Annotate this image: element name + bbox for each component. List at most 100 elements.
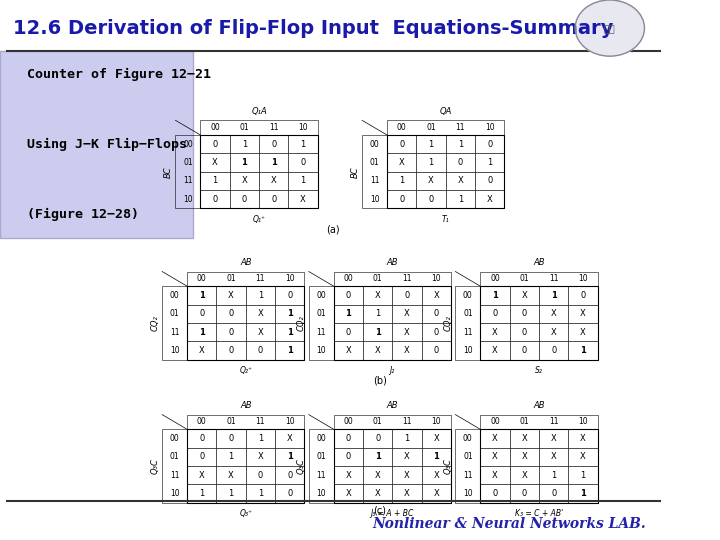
Bar: [387, 172, 416, 190]
Text: X: X: [404, 328, 410, 336]
Text: 0: 0: [487, 177, 492, 185]
Bar: [539, 323, 568, 341]
Text: 0: 0: [399, 140, 405, 149]
Text: CQ₂: CQ₂: [444, 315, 453, 331]
Text: Q₁⁺: Q₁⁺: [253, 215, 266, 224]
Text: 1: 1: [580, 489, 586, 498]
Bar: [363, 448, 392, 466]
Text: X: X: [433, 291, 439, 300]
Bar: [333, 448, 363, 466]
Bar: [455, 286, 480, 360]
Text: X: X: [551, 309, 557, 318]
Text: (b): (b): [373, 376, 387, 386]
Bar: [422, 341, 451, 360]
Text: 0: 0: [522, 328, 527, 336]
Text: AB: AB: [387, 258, 398, 267]
Bar: [446, 135, 475, 153]
Text: X: X: [521, 471, 527, 480]
Bar: [333, 286, 363, 305]
Text: X: X: [404, 471, 410, 480]
Bar: [480, 415, 598, 429]
Text: (c): (c): [374, 505, 387, 515]
Bar: [446, 153, 475, 172]
Text: 0: 0: [212, 140, 217, 149]
Text: X: X: [551, 453, 557, 461]
Text: X: X: [404, 453, 410, 461]
Bar: [480, 341, 510, 360]
Bar: [200, 120, 318, 135]
Bar: [246, 466, 275, 484]
Text: 00: 00: [343, 274, 354, 284]
Text: AB: AB: [534, 401, 545, 410]
Text: 01: 01: [520, 274, 529, 284]
Bar: [333, 323, 363, 341]
Text: 0: 0: [492, 309, 498, 318]
Text: 01: 01: [170, 309, 179, 318]
Text: X: X: [580, 328, 586, 336]
Text: X: X: [428, 177, 434, 185]
Text: 1: 1: [300, 177, 306, 185]
Text: X: X: [375, 471, 381, 480]
Text: 0: 0: [271, 140, 276, 149]
Text: 00: 00: [463, 291, 473, 300]
Text: 00: 00: [343, 417, 354, 427]
Text: 00: 00: [170, 434, 179, 443]
Text: X: X: [492, 434, 498, 443]
Text: X: X: [199, 346, 204, 355]
Text: 0: 0: [346, 453, 351, 461]
Text: 00: 00: [397, 123, 407, 132]
Text: 11: 11: [456, 123, 465, 132]
Text: 1: 1: [242, 140, 247, 149]
Text: X: X: [287, 434, 292, 443]
Bar: [289, 190, 318, 208]
Bar: [230, 153, 259, 172]
Text: 0: 0: [258, 471, 263, 480]
Text: 0: 0: [522, 309, 527, 318]
Text: 0: 0: [287, 291, 292, 300]
Text: 0: 0: [242, 195, 247, 204]
Text: 01: 01: [240, 123, 249, 132]
Bar: [392, 466, 422, 484]
Bar: [259, 153, 289, 172]
Bar: [568, 286, 598, 305]
Bar: [510, 429, 539, 448]
Bar: [200, 190, 230, 208]
Bar: [510, 484, 539, 503]
Text: (Figure 12−28): (Figure 12−28): [27, 208, 139, 221]
Bar: [568, 448, 598, 466]
Bar: [200, 172, 230, 190]
Bar: [480, 466, 510, 484]
Bar: [187, 305, 217, 323]
Text: 0: 0: [212, 195, 217, 204]
Text: X: X: [404, 489, 410, 498]
Bar: [539, 466, 568, 484]
Bar: [333, 286, 451, 360]
Bar: [246, 341, 275, 360]
Text: (a): (a): [326, 225, 340, 234]
Text: X: X: [346, 471, 351, 480]
Text: 1: 1: [551, 291, 557, 300]
Bar: [200, 135, 230, 153]
Bar: [275, 341, 305, 360]
Bar: [217, 448, 246, 466]
Text: 01: 01: [373, 417, 382, 427]
Bar: [387, 135, 416, 153]
Bar: [416, 172, 446, 190]
Text: 1: 1: [428, 158, 433, 167]
FancyBboxPatch shape: [0, 51, 193, 238]
Text: 1: 1: [433, 453, 439, 461]
Text: 1: 1: [199, 328, 204, 336]
Text: 0: 0: [228, 434, 234, 443]
Bar: [392, 305, 422, 323]
Text: 1: 1: [580, 346, 586, 355]
Text: X: X: [551, 328, 557, 336]
Bar: [333, 415, 451, 429]
Text: X: X: [199, 471, 204, 480]
Bar: [230, 172, 259, 190]
Text: 1: 1: [287, 453, 292, 461]
Text: 1: 1: [228, 489, 234, 498]
Text: X: X: [492, 453, 498, 461]
Bar: [259, 190, 289, 208]
Bar: [446, 190, 475, 208]
Bar: [363, 429, 392, 448]
